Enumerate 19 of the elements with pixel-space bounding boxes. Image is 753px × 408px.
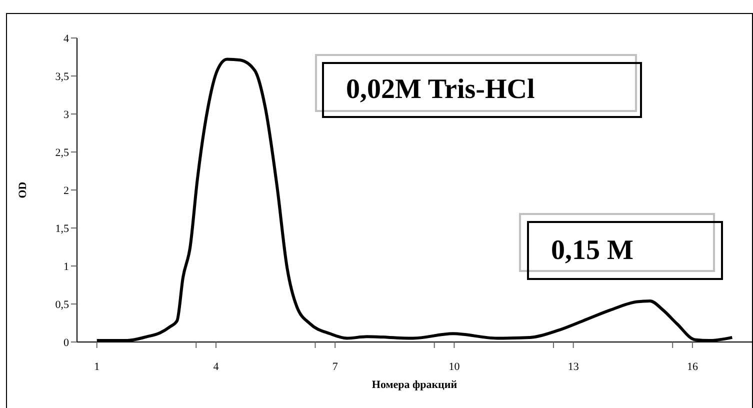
y-tick-label: 2,5 [55,146,70,159]
x-tick-label: 1 [94,360,100,373]
y-tick-label: 2 [64,184,69,197]
x-tick-label: 16 [686,360,698,373]
annotation: 0,15 M [527,221,723,280]
x-tick-label: 7 [332,360,338,373]
y-tick-label: 1,5 [55,222,70,235]
x-tick-label: 10 [448,360,460,373]
y-tick-label: 4 [64,32,70,45]
y-tick-label: 3 [64,108,70,121]
y-tick-label: 0 [64,336,70,349]
y-axis-title: OD [16,182,29,198]
y-tick-label: 1 [64,260,69,273]
x-tick-label: 13 [568,360,580,373]
x-axis-title: Номера фракций [372,379,458,391]
y-tick-label: 0,5 [55,298,70,311]
annotation: 0,02M Tris-HCl [322,62,642,118]
y-tick-label: 3,5 [55,70,70,83]
x-tick-label: 4 [213,360,220,373]
